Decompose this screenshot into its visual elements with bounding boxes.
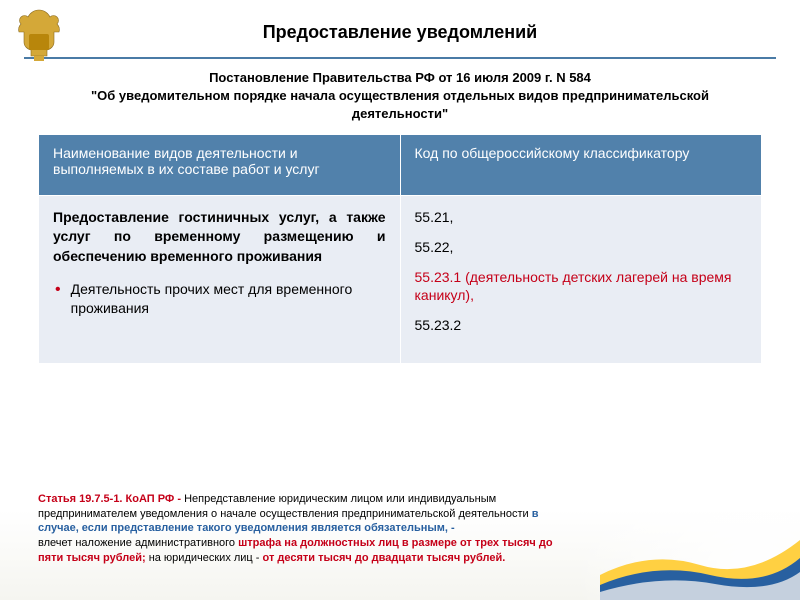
code-4: 55.23.2: [415, 316, 748, 334]
footer-text-2: влечет наложение административного: [38, 537, 238, 549]
body-cell-left: Предоставление гостиничных услуг, а такж…: [39, 195, 401, 363]
footer-red-2: от десяти тысяч до двадцати тысяч рублей…: [263, 552, 506, 564]
header-cell-right: Код по общероссийскому классификатору: [400, 134, 762, 195]
activity-bold-text: Предоставление гостиничных услуг, а такж…: [53, 208, 386, 267]
activity-table: Наименование видов деятельности и выполн…: [38, 134, 762, 364]
footer-note: Статья 19.7.5-1. КоАП РФ - Непредставлен…: [38, 492, 580, 566]
activity-bullet-block: • Деятельность прочих мест для временног…: [53, 280, 386, 318]
subtitle: Постановление Правительства РФ от 16 июл…: [0, 69, 800, 124]
page-title: Предоставление уведомлений: [0, 0, 800, 43]
footer-article: Статья 19.7.5-1. КоАП РФ -: [38, 493, 184, 505]
title-divider: [24, 57, 776, 59]
subtitle-line-2: "Об уведомительном порядке начала осущес…: [60, 87, 740, 123]
body-cell-right: 55.21, 55.22, 55.23.1 (деятельность детс…: [400, 195, 762, 363]
code-2: 55.22,: [415, 238, 748, 256]
code-1: 55.21,: [415, 208, 748, 226]
header-cell-left: Наименование видов деятельности и выполн…: [39, 134, 401, 195]
bullet-text: Деятельность прочих мест для временного …: [71, 280, 386, 318]
state-emblem: [14, 8, 64, 64]
table-header-row: Наименование видов деятельности и выполн…: [39, 134, 762, 195]
bullet-icon: •: [55, 280, 61, 299]
corner-wave-icon: [600, 480, 800, 600]
table-body-row: Предоставление гостиничных услуг, а такж…: [39, 195, 762, 363]
code-3-highlight: 55.23.1 (деятельность детских лагерей на…: [415, 268, 748, 304]
subtitle-line-1: Постановление Правительства РФ от 16 июл…: [60, 69, 740, 87]
footer-text-3: на юридических лиц -: [149, 552, 263, 564]
